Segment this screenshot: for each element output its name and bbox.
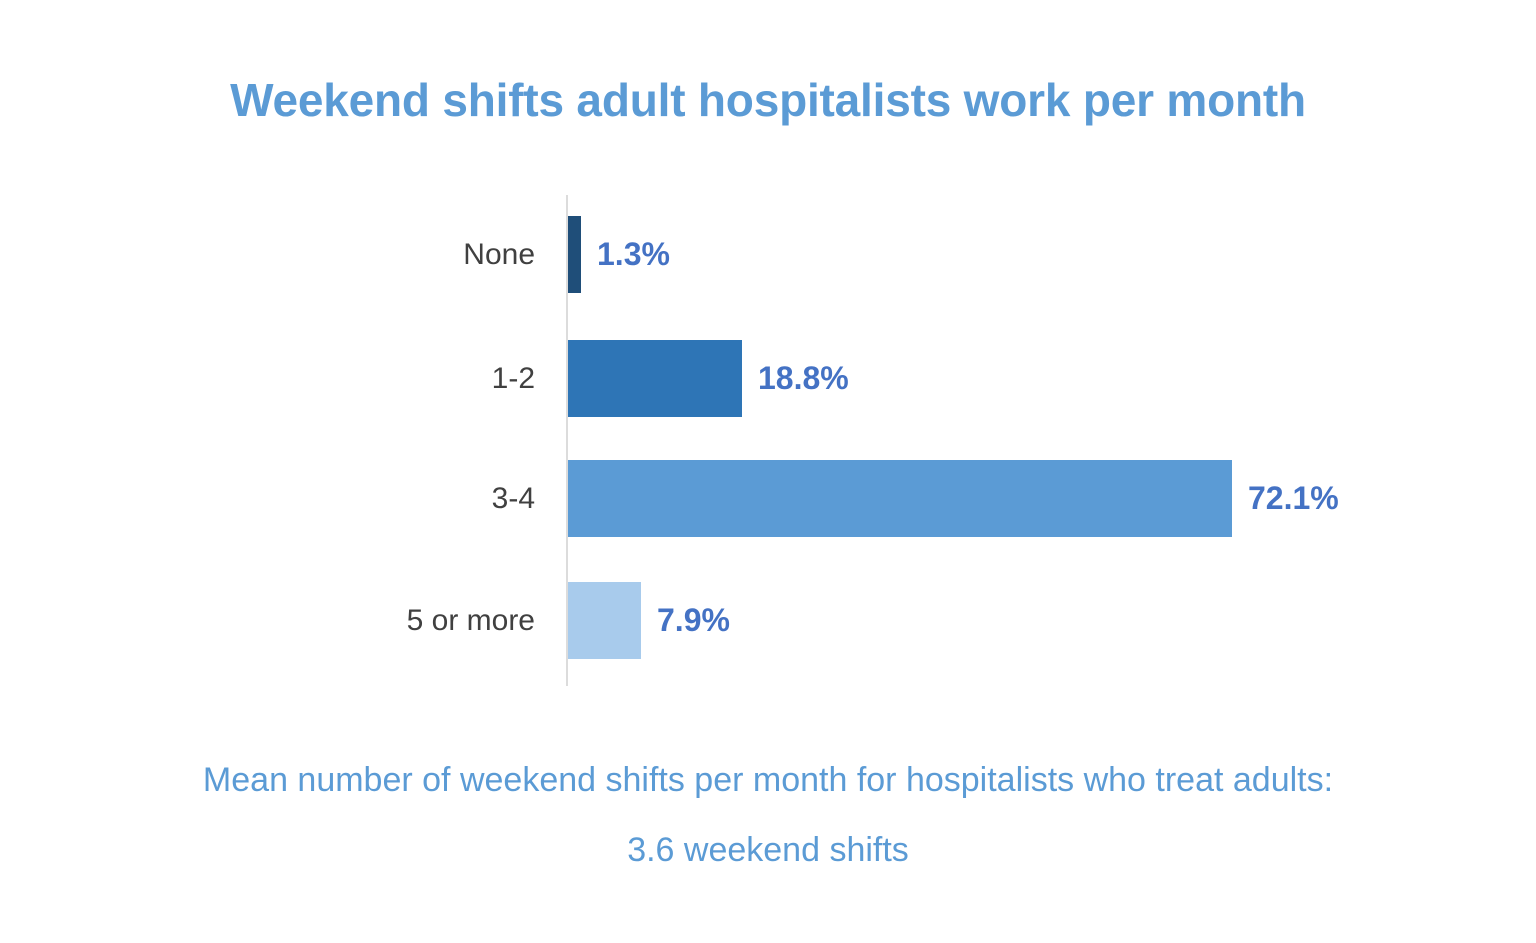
value-label-3-4: 72.1% bbox=[1248, 480, 1339, 516]
bar-3-4[interactable] bbox=[568, 460, 1232, 537]
value-label-1-2: 18.8% bbox=[758, 360, 849, 396]
chart-title: Weekend shifts adult hospitalists work p… bbox=[230, 74, 1306, 126]
category-label-5-or-more: 5 or more bbox=[406, 604, 535, 637]
bar-5-or-more[interactable] bbox=[568, 582, 641, 659]
footer-mean-value: 3.6 weekend shifts bbox=[627, 831, 909, 869]
bar-none[interactable] bbox=[568, 216, 581, 293]
bar-row: None 1.3% bbox=[0, 216, 1536, 293]
category-label-3-4: 3-4 bbox=[491, 482, 535, 515]
bar-1-2[interactable] bbox=[568, 340, 742, 417]
category-label-none: None bbox=[463, 238, 535, 271]
bar-row: 5 or more 7.9% bbox=[0, 582, 1536, 659]
value-label-none: 1.3% bbox=[597, 236, 670, 272]
value-label-5-or-more: 7.9% bbox=[657, 602, 730, 638]
bar-row: 1-2 18.8% bbox=[0, 340, 1536, 417]
category-label-1-2: 1-2 bbox=[491, 362, 535, 395]
category-axis-line bbox=[566, 195, 568, 686]
footer-mean-description: Mean number of weekend shifts per month … bbox=[202, 761, 1334, 799]
bar-row: 3-4 72.1% bbox=[0, 460, 1536, 537]
